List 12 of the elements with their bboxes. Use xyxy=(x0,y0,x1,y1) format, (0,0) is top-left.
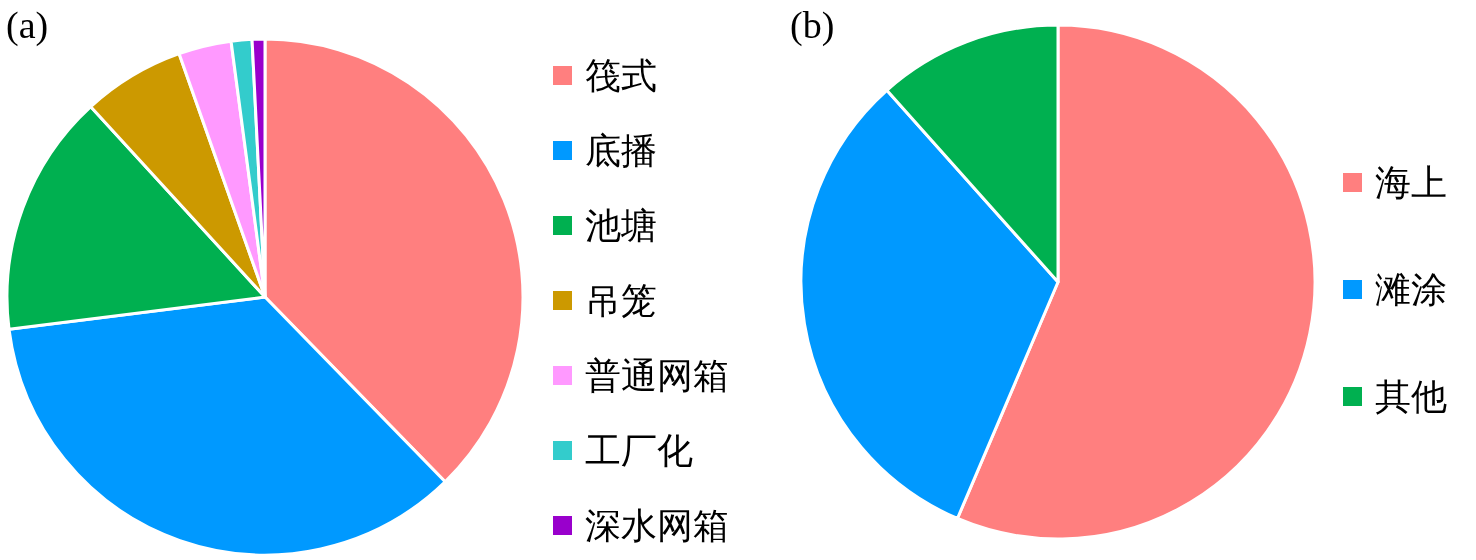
legend-label: 筏式 xyxy=(585,56,657,96)
chart-title: (a) xyxy=(6,4,49,47)
legend-label: 深水网箱 xyxy=(585,506,729,546)
legend-label: 工厂化 xyxy=(585,431,693,471)
legend-label: 普通网箱 xyxy=(585,356,729,396)
legend-label: 海上 xyxy=(1375,163,1447,203)
legend-label: 底播 xyxy=(585,131,657,171)
legend-label: 池塘 xyxy=(585,206,657,246)
legend-label: 滩涂 xyxy=(1375,270,1447,310)
chart-title: (b) xyxy=(790,4,835,47)
legend-label: 其他 xyxy=(1375,377,1447,417)
legend-label: 吊笼 xyxy=(585,281,657,321)
